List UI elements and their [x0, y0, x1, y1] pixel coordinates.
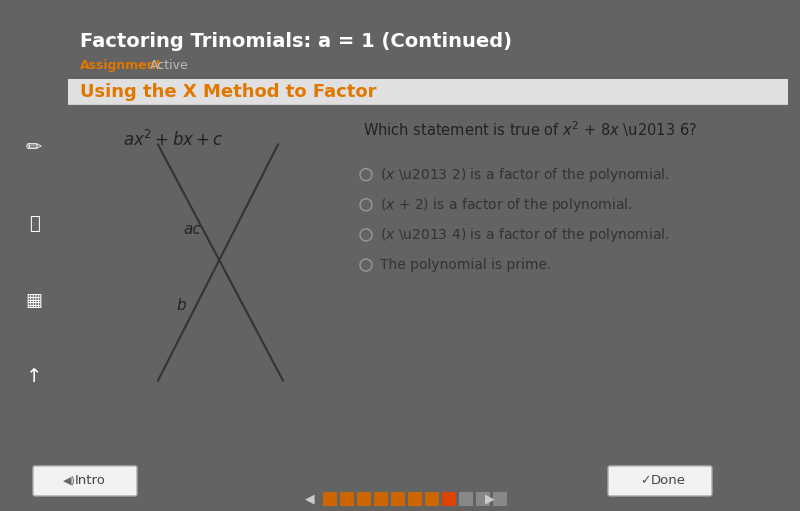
FancyBboxPatch shape	[425, 492, 439, 506]
Text: ▦: ▦	[26, 292, 42, 310]
Text: ▶: ▶	[485, 492, 495, 505]
FancyBboxPatch shape	[408, 492, 422, 506]
FancyBboxPatch shape	[323, 492, 337, 506]
Text: Active: Active	[150, 59, 189, 72]
FancyBboxPatch shape	[357, 492, 371, 506]
Text: 🎧: 🎧	[29, 215, 39, 233]
FancyBboxPatch shape	[33, 466, 137, 496]
Text: ◀): ◀)	[63, 476, 76, 486]
Text: Which statement is true of $x^2$ + 8$x$ \u2013 6?: Which statement is true of $x^2$ + 8$x$ …	[363, 120, 697, 140]
Text: ac: ac	[183, 222, 201, 238]
Text: Using the X Method to Factor: Using the X Method to Factor	[80, 83, 377, 101]
FancyBboxPatch shape	[442, 492, 456, 506]
Text: ✏: ✏	[26, 138, 42, 157]
Text: b: b	[176, 298, 186, 313]
Text: ◀: ◀	[305, 492, 315, 505]
FancyBboxPatch shape	[459, 492, 473, 506]
Text: ($x$ + 2) is a factor of the polynomial.: ($x$ + 2) is a factor of the polynomial.	[380, 196, 633, 214]
Text: Intro: Intro	[74, 474, 106, 487]
FancyBboxPatch shape	[493, 492, 507, 506]
FancyBboxPatch shape	[391, 492, 405, 506]
Text: Done: Done	[650, 474, 686, 487]
FancyBboxPatch shape	[68, 79, 788, 104]
Text: $ax^2 + bx + c$: $ax^2 + bx + c$	[123, 129, 224, 150]
Text: ✓: ✓	[640, 474, 650, 487]
Text: Assignment: Assignment	[80, 59, 162, 72]
Text: ($x$ \u2013 2) is a factor of the polynomial.: ($x$ \u2013 2) is a factor of the polyno…	[380, 166, 670, 183]
FancyBboxPatch shape	[374, 492, 388, 506]
FancyBboxPatch shape	[608, 466, 712, 496]
FancyBboxPatch shape	[340, 492, 354, 506]
FancyBboxPatch shape	[476, 492, 490, 506]
Text: ($x$ \u2013 4) is a factor of the polynomial.: ($x$ \u2013 4) is a factor of the polyno…	[380, 226, 670, 244]
Text: The polynomial is prime.: The polynomial is prime.	[380, 258, 551, 272]
Text: Factoring Trinomials: a = 1 (Continued): Factoring Trinomials: a = 1 (Continued)	[80, 32, 512, 51]
Text: ↑: ↑	[26, 367, 42, 386]
